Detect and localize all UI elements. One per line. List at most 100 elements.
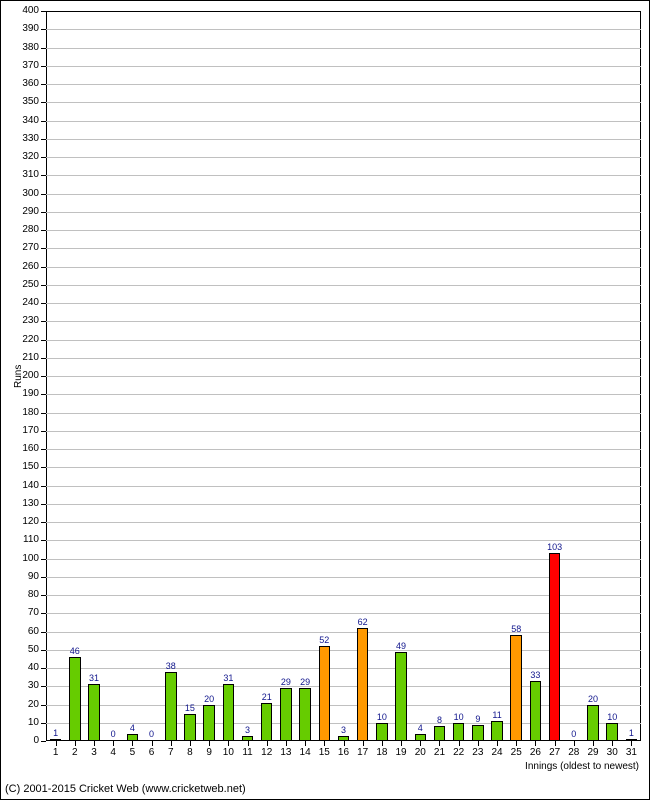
y-tick-label: 50 [1, 644, 39, 655]
grid-line [46, 467, 641, 468]
x-tick-label: 2 [65, 747, 84, 758]
y-tick [41, 522, 46, 523]
chart-container: Runs Innings (oldest to newest) (C) 2001… [0, 0, 650, 800]
bar-value-label: 29 [293, 677, 318, 687]
x-axis-title: Innings (oldest to newest) [525, 761, 639, 772]
grid-line [46, 486, 641, 487]
bar [434, 726, 446, 741]
y-tick [41, 212, 46, 213]
bar [549, 553, 561, 741]
y-tick [41, 230, 46, 231]
y-tick [41, 613, 46, 614]
x-tick [439, 741, 440, 746]
y-tick-label: 400 [1, 5, 39, 16]
x-tick [56, 741, 57, 746]
grid-line [46, 303, 641, 304]
y-tick-label: 380 [1, 42, 39, 53]
grid-line [46, 321, 641, 322]
bar-value-label: 33 [523, 670, 548, 680]
y-tick-label: 90 [1, 571, 39, 582]
bar [357, 628, 369, 741]
y-tick-label: 150 [1, 461, 39, 472]
y-tick [41, 449, 46, 450]
axis-top [46, 11, 641, 12]
bar-value-label: 1 [43, 728, 68, 738]
bar-value-label: 46 [62, 646, 87, 656]
y-tick [41, 394, 46, 395]
y-tick [41, 285, 46, 286]
bar [299, 688, 311, 741]
y-tick [41, 686, 46, 687]
y-tick-label: 340 [1, 115, 39, 126]
grid-line [46, 358, 641, 359]
grid-line [46, 522, 641, 523]
x-tick-label: 30 [603, 747, 622, 758]
y-tick-label: 110 [1, 534, 39, 545]
bar-value-label: 49 [388, 641, 413, 651]
y-tick-label: 240 [1, 297, 39, 308]
x-tick [535, 741, 536, 746]
y-tick-label: 310 [1, 169, 39, 180]
x-tick-label: 21 [430, 747, 449, 758]
y-tick-label: 40 [1, 662, 39, 673]
y-tick [41, 431, 46, 432]
y-tick [41, 321, 46, 322]
y-tick [41, 595, 46, 596]
grid-line [46, 102, 641, 103]
bar [203, 705, 215, 742]
x-tick [478, 741, 479, 746]
x-tick-label: 16 [334, 747, 353, 758]
y-tick [41, 267, 46, 268]
x-tick [459, 741, 460, 746]
y-tick [41, 139, 46, 140]
bar-value-label: 62 [350, 617, 375, 627]
grid-line [46, 376, 641, 377]
y-tick [41, 559, 46, 560]
x-tick-label: 1 [46, 747, 65, 758]
x-tick [171, 741, 172, 746]
x-tick [94, 741, 95, 746]
x-tick [382, 741, 383, 746]
x-tick-label: 14 [296, 747, 315, 758]
x-tick [363, 741, 364, 746]
y-tick-label: 60 [1, 626, 39, 637]
x-tick [516, 741, 517, 746]
y-tick [41, 157, 46, 158]
x-tick-label: 28 [564, 747, 583, 758]
y-tick-label: 140 [1, 480, 39, 491]
x-tick-label: 3 [84, 747, 103, 758]
x-tick-label: 26 [526, 747, 545, 758]
y-tick [41, 741, 46, 742]
y-tick-label: 180 [1, 407, 39, 418]
y-tick [41, 650, 46, 651]
y-tick-label: 360 [1, 78, 39, 89]
y-tick-label: 280 [1, 224, 39, 235]
y-tick-label: 170 [1, 425, 39, 436]
x-tick [190, 741, 191, 746]
bar-value-label: 20 [197, 694, 222, 704]
bar [530, 681, 542, 741]
y-tick [41, 504, 46, 505]
y-tick-label: 270 [1, 242, 39, 253]
y-tick [41, 413, 46, 414]
y-tick-label: 320 [1, 151, 39, 162]
grid-line [46, 248, 641, 249]
y-tick-label: 300 [1, 188, 39, 199]
x-tick-label: 5 [123, 747, 142, 758]
y-tick [41, 577, 46, 578]
bar [69, 657, 81, 741]
x-tick [612, 741, 613, 746]
grid-line [46, 504, 641, 505]
y-tick-label: 260 [1, 261, 39, 272]
grid-line [46, 267, 641, 268]
y-tick-label: 210 [1, 352, 39, 363]
bar-value-label: 15 [177, 703, 202, 713]
x-tick-label: 8 [180, 747, 199, 758]
x-tick-label: 12 [257, 747, 276, 758]
x-tick [228, 741, 229, 746]
y-tick [41, 340, 46, 341]
bar-value-label: 103 [542, 542, 567, 552]
x-tick-label: 11 [238, 747, 257, 758]
y-tick [41, 303, 46, 304]
x-tick-label: 4 [104, 747, 123, 758]
